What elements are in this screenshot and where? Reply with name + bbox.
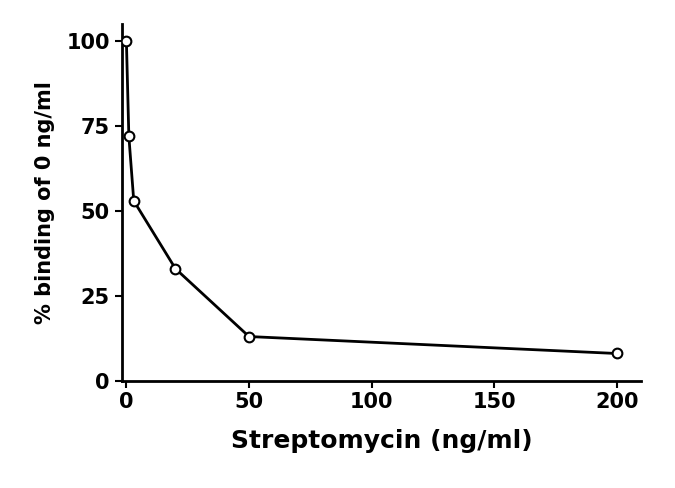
X-axis label: Streptomycin (ng/ml): Streptomycin (ng/ml) (231, 429, 532, 453)
Y-axis label: % binding of 0 ng/ml: % binding of 0 ng/ml (35, 81, 55, 324)
